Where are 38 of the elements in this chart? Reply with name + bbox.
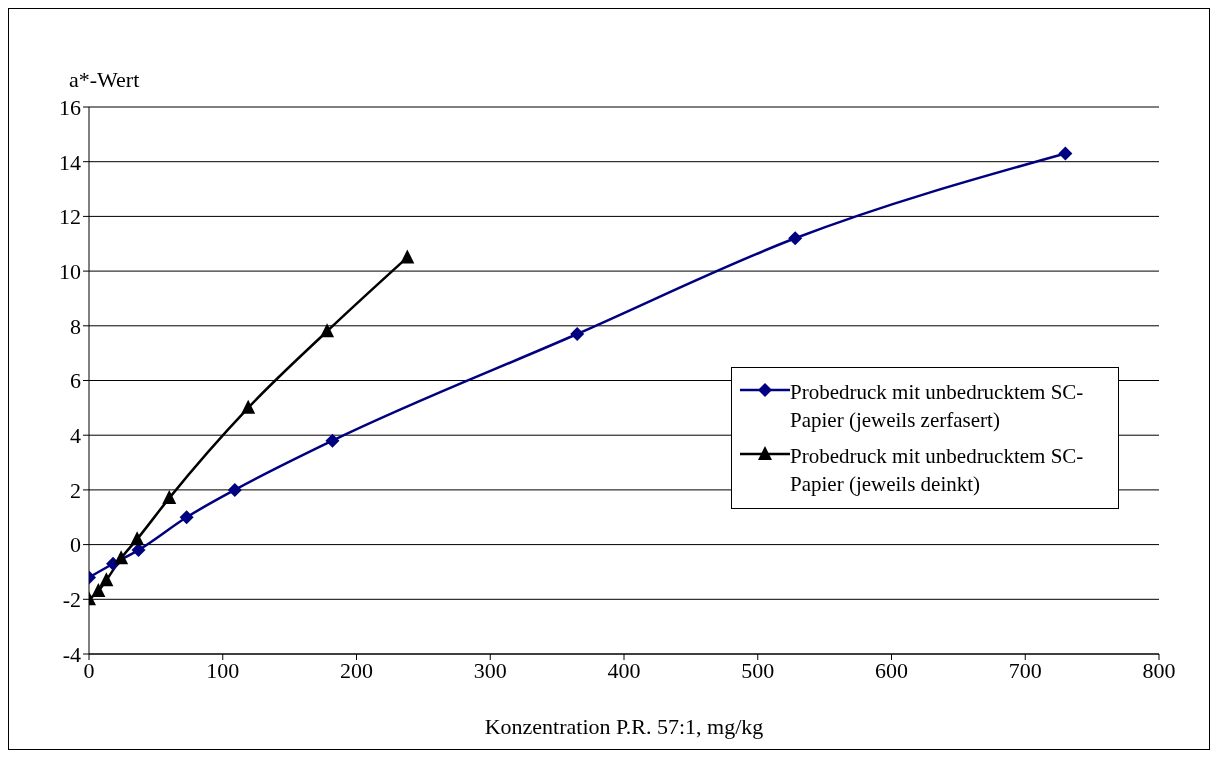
legend-label: Probedruck mit unbedrucktem SC-Papier (jeweils zerfasert)	[790, 379, 1085, 434]
point	[131, 543, 146, 558]
point	[179, 510, 194, 525]
y-tick-label: -2	[62, 587, 81, 613]
point	[325, 433, 340, 448]
y-tick-label: -4	[62, 641, 81, 667]
y-tick-label: 10	[59, 258, 81, 284]
x-tick-label: 100	[206, 657, 240, 683]
x-tick-label: 700	[1008, 657, 1042, 683]
x-tick-label: 600	[875, 657, 908, 683]
y-tick-label: 14	[59, 149, 81, 175]
point	[570, 327, 585, 342]
point	[227, 482, 242, 497]
x-tick-label: 200	[340, 657, 373, 683]
x-tick-label: 300	[473, 657, 507, 683]
point	[91, 583, 106, 598]
point	[788, 231, 803, 246]
y-tick-label: 16	[59, 94, 81, 120]
y-tick-label: 6	[70, 368, 81, 394]
y-tick-label: 0	[70, 532, 81, 558]
point	[114, 550, 129, 565]
y-tick-label: 2	[70, 477, 81, 503]
point	[99, 572, 114, 587]
x-tick-label: 400	[607, 657, 641, 683]
y-tick-label: 4	[70, 423, 81, 449]
point	[320, 323, 335, 338]
x-tick-label: 800	[1142, 657, 1176, 683]
point	[1058, 146, 1073, 161]
y-tick-label: 8	[70, 313, 81, 339]
y-axis-title: a*-Wert	[69, 67, 140, 93]
point	[400, 249, 415, 264]
x-axis-title: Konzentration P.R. 57:1, mg/kg	[484, 714, 764, 739]
y-tick-label: 12	[59, 204, 81, 230]
point	[162, 490, 177, 505]
legend-label: Probedruck mit unbedrucktem SC-Papier (jeweils deinkt)	[790, 443, 1085, 498]
point	[130, 531, 145, 546]
point	[241, 399, 256, 414]
x-tick-label: 500	[741, 657, 775, 683]
